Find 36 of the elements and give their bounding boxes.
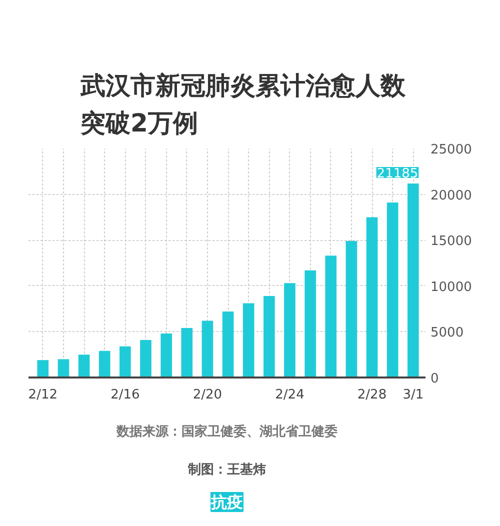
bar	[264, 296, 275, 378]
bar	[120, 346, 131, 378]
text: 制图：王基炜	[187, 462, 266, 478]
x-tick-label: 3/1	[402, 388, 424, 402]
bar	[304, 270, 316, 378]
bar	[242, 303, 254, 378]
text: 抗疫	[210, 492, 243, 512]
y-tick-label: 25000	[430, 142, 472, 158]
bar	[160, 334, 172, 378]
data-label: 21185	[376, 166, 418, 182]
y-tick-label: 5000	[430, 326, 464, 341]
bar	[37, 360, 49, 378]
y-tick-label: 15000	[430, 234, 472, 250]
x-tick-label: 2/24	[275, 388, 304, 402]
bar	[140, 340, 152, 378]
chart-title: 武汉市新冠肺炎累计治愈人数突破2万例	[80, 70, 406, 138]
y-tick-label: 0	[430, 372, 439, 386]
bar	[284, 283, 296, 378]
bar	[98, 350, 110, 378]
x-tick-label: 2/12	[28, 388, 58, 402]
source-note: 数据来源：国家卫健委、湖北省卫健委	[116, 424, 338, 440]
bar	[202, 320, 214, 378]
bar	[366, 217, 378, 378]
bar	[325, 256, 337, 378]
bar	[78, 354, 90, 378]
bar	[222, 312, 234, 378]
bar	[346, 241, 358, 378]
bar	[408, 183, 419, 378]
x-tick-label: 2/28	[357, 388, 387, 402]
bar	[181, 328, 193, 378]
y-tick-label: 10000	[430, 280, 472, 295]
bar	[58, 359, 70, 378]
bar	[386, 202, 398, 378]
x-tick-label: 2/20	[192, 388, 222, 402]
y-tick-label: 20000	[430, 188, 472, 204]
x-tick-label: 2/16	[110, 388, 140, 402]
